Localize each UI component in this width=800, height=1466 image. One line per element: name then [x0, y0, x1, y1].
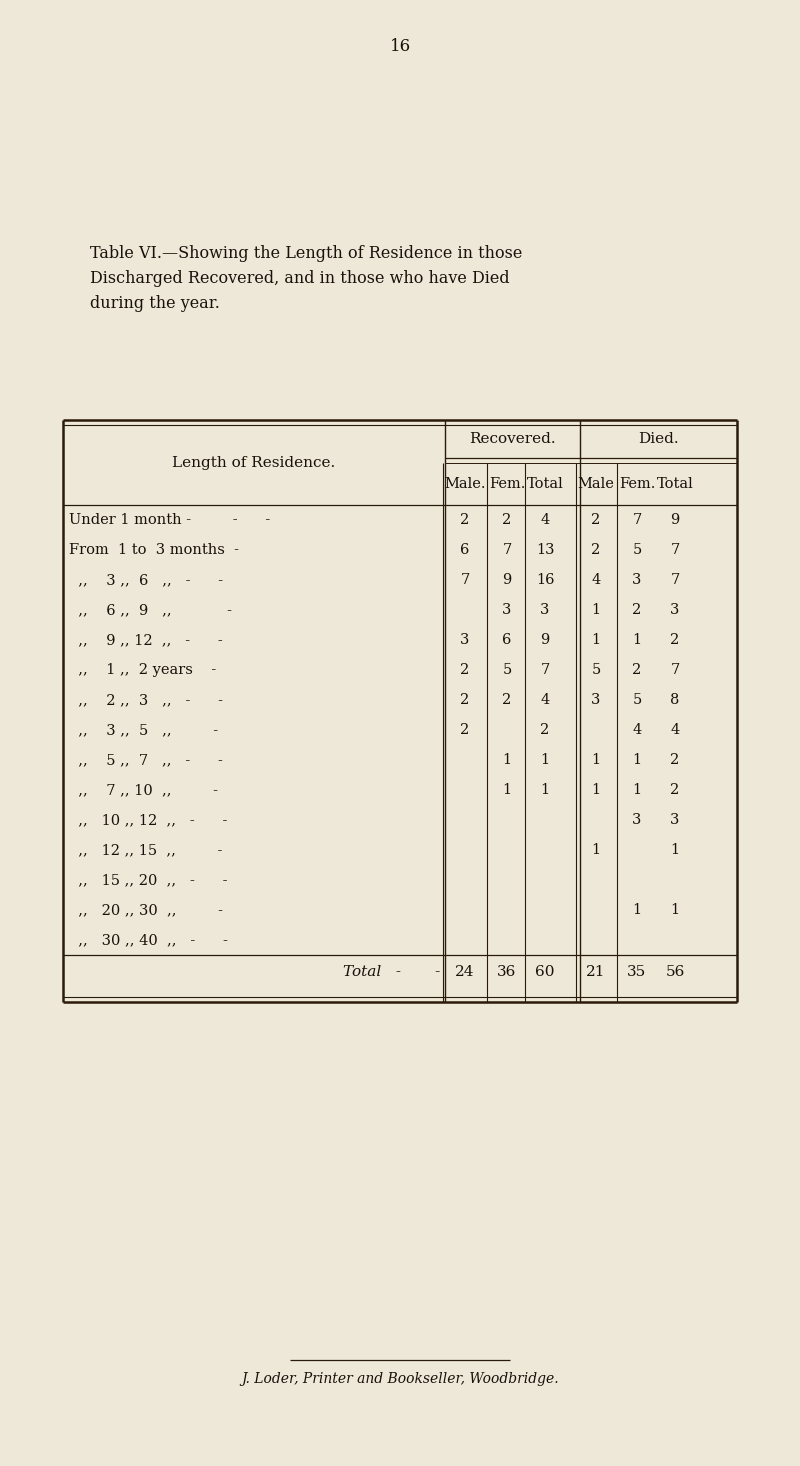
Text: 21: 21: [586, 966, 606, 979]
Text: 1: 1: [541, 783, 550, 798]
Text: Died.: Died.: [638, 432, 679, 446]
Text: during the year.: during the year.: [90, 295, 220, 312]
Text: 2: 2: [502, 693, 512, 707]
Text: Total: Total: [526, 476, 563, 491]
Text: 2: 2: [460, 513, 470, 526]
Text: ,,   10 ,, 12  ,,   -      -: ,, 10 ,, 12 ,, - -: [69, 814, 227, 827]
Text: 9: 9: [540, 633, 550, 647]
Text: Discharged Recovered, and in those who have Died: Discharged Recovered, and in those who h…: [90, 270, 510, 287]
Text: ,,    5 ,,  7   ,,   -      -: ,, 5 ,, 7 ,, - -: [69, 754, 223, 767]
Text: 16: 16: [390, 38, 410, 56]
Text: 1: 1: [591, 843, 601, 858]
Text: ,,    3 ,,  6   ,,   -      -: ,, 3 ,, 6 ,, - -: [69, 573, 223, 586]
Text: 7: 7: [540, 663, 550, 677]
Text: 9: 9: [502, 573, 512, 586]
Text: 2: 2: [460, 723, 470, 737]
Text: ,,    2 ,,  3   ,,   -      -: ,, 2 ,, 3 ,, - -: [69, 693, 223, 707]
Text: Total: Total: [657, 476, 694, 491]
Text: 2: 2: [460, 693, 470, 707]
Text: 1: 1: [591, 783, 601, 798]
Text: 7: 7: [502, 542, 512, 557]
Text: 2: 2: [670, 633, 680, 647]
Text: 3: 3: [502, 603, 512, 617]
Text: 8: 8: [670, 693, 680, 707]
Text: 4: 4: [540, 513, 550, 526]
Text: 9: 9: [670, 513, 680, 526]
Text: 4: 4: [632, 723, 642, 737]
Text: ,,   20 ,, 30  ,,         -: ,, 20 ,, 30 ,, -: [69, 903, 223, 918]
Text: ,,    7 ,, 10  ,,         -: ,, 7 ,, 10 ,, -: [69, 783, 218, 798]
Text: Fem.: Fem.: [489, 476, 525, 491]
Text: 2: 2: [632, 663, 642, 677]
Text: 4: 4: [540, 693, 550, 707]
Text: 24: 24: [455, 966, 474, 979]
Text: 3: 3: [670, 814, 680, 827]
Text: 1: 1: [633, 903, 642, 918]
Text: 1: 1: [502, 754, 511, 767]
Text: 1: 1: [502, 783, 511, 798]
Text: ,,   15 ,, 20  ,,   -      -: ,, 15 ,, 20 ,, - -: [69, 872, 227, 887]
Text: 2: 2: [591, 513, 601, 526]
Text: 60: 60: [535, 966, 554, 979]
Text: 1: 1: [670, 843, 679, 858]
Text: 1: 1: [541, 754, 550, 767]
Text: 2: 2: [632, 603, 642, 617]
Text: 7: 7: [670, 573, 680, 586]
Text: 35: 35: [627, 966, 646, 979]
Text: 5: 5: [632, 542, 642, 557]
Text: 3: 3: [632, 573, 642, 586]
Text: 1: 1: [591, 633, 601, 647]
Text: 2: 2: [670, 754, 680, 767]
Text: ,,    9 ,, 12  ,,   -      -: ,, 9 ,, 12 ,, - -: [69, 633, 222, 647]
Text: 5: 5: [502, 663, 512, 677]
Text: 1: 1: [591, 603, 601, 617]
Text: Total   -       -: Total - -: [342, 966, 440, 979]
Text: ,,   12 ,, 15  ,,         -: ,, 12 ,, 15 ,, -: [69, 843, 222, 858]
Text: 1: 1: [633, 633, 642, 647]
Text: 6: 6: [502, 633, 512, 647]
Text: Fem.: Fem.: [619, 476, 655, 491]
Text: 16: 16: [536, 573, 554, 586]
Text: 7: 7: [670, 663, 680, 677]
Text: 13: 13: [536, 542, 554, 557]
Text: Under 1 month -         -      -: Under 1 month - - -: [69, 513, 270, 526]
Text: 5: 5: [632, 693, 642, 707]
Text: 7: 7: [632, 513, 642, 526]
Text: ,,    1 ,,  2 years    -: ,, 1 ,, 2 years -: [69, 663, 216, 677]
Text: 2: 2: [502, 513, 512, 526]
Text: 2: 2: [540, 723, 550, 737]
Text: 7: 7: [670, 542, 680, 557]
Text: 3: 3: [632, 814, 642, 827]
Text: 56: 56: [666, 966, 685, 979]
Text: ,,    3 ,,  5   ,,         -: ,, 3 ,, 5 ,, -: [69, 723, 218, 737]
Text: 3: 3: [540, 603, 550, 617]
Text: ,,   30 ,, 40  ,,   -      -: ,, 30 ,, 40 ,, - -: [69, 932, 228, 947]
Text: Table VI.—Showing the Length of Residence in those: Table VI.—Showing the Length of Residenc…: [90, 245, 522, 262]
Text: Recovered.: Recovered.: [469, 432, 556, 446]
Text: 7: 7: [460, 573, 470, 586]
Text: 5: 5: [591, 663, 601, 677]
Text: 1: 1: [633, 783, 642, 798]
Text: Length of Residence.: Length of Residence.: [172, 456, 336, 469]
Text: 3: 3: [591, 693, 601, 707]
Text: 3: 3: [460, 633, 470, 647]
Text: 36: 36: [498, 966, 517, 979]
Text: 6: 6: [460, 542, 470, 557]
Text: 1: 1: [670, 903, 679, 918]
Text: J. Loder, Printer and Bookseller, Woodbridge.: J. Loder, Printer and Bookseller, Woodbr…: [241, 1372, 559, 1385]
Text: Male: Male: [578, 476, 614, 491]
Text: 1: 1: [591, 754, 601, 767]
Text: 3: 3: [670, 603, 680, 617]
Text: Male.: Male.: [444, 476, 486, 491]
Text: 2: 2: [591, 542, 601, 557]
Text: ,,    6 ,,  9   ,,            -: ,, 6 ,, 9 ,, -: [69, 603, 232, 617]
Text: 2: 2: [670, 783, 680, 798]
Text: 2: 2: [460, 663, 470, 677]
Text: 1: 1: [633, 754, 642, 767]
Text: 4: 4: [591, 573, 601, 586]
Text: From  1 to  3 months  -: From 1 to 3 months -: [69, 542, 239, 557]
Text: 4: 4: [670, 723, 680, 737]
